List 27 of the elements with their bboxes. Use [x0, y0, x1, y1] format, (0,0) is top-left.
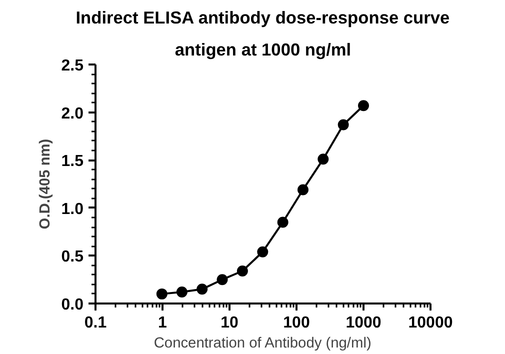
- y-tick-label: 1.5: [61, 153, 84, 170]
- point: [156, 288, 168, 300]
- y-tick-label: 0.0: [61, 296, 84, 314]
- y-axis-title: O.D.(405 nm): [37, 138, 54, 230]
- chart-subtitle: antigen at 1000 ng/ml: [174, 40, 352, 60]
- x-tick-label: 1000: [346, 314, 382, 332]
- point: [297, 184, 308, 196]
- x-tick-label: 10: [220, 314, 238, 332]
- point: [257, 246, 268, 258]
- x-tick-label: 100: [283, 314, 310, 332]
- x-axis-title: Concentration of Antibody (ng/ml): [154, 336, 372, 352]
- x-tick-label: 1: [158, 314, 168, 332]
- y-tick-label: 2.5: [61, 58, 84, 74]
- y-tick-label: 0.5: [61, 248, 84, 266]
- point: [318, 154, 329, 165]
- y-tick-label: 2.0: [61, 105, 84, 122]
- x-tick-label: 10000: [408, 314, 453, 332]
- point: [277, 216, 288, 228]
- point: [196, 284, 208, 295]
- x-tick-label: 0.1: [84, 314, 107, 332]
- point: [236, 266, 248, 276]
- point: [358, 100, 369, 112]
- chart-title: Indirect ELISA antibody dose-response curve: [76, 8, 450, 28]
- y-tick-label: 1.0: [61, 200, 84, 218]
- point: [176, 286, 188, 298]
- point: [216, 274, 228, 286]
- point: [338, 119, 349, 130]
